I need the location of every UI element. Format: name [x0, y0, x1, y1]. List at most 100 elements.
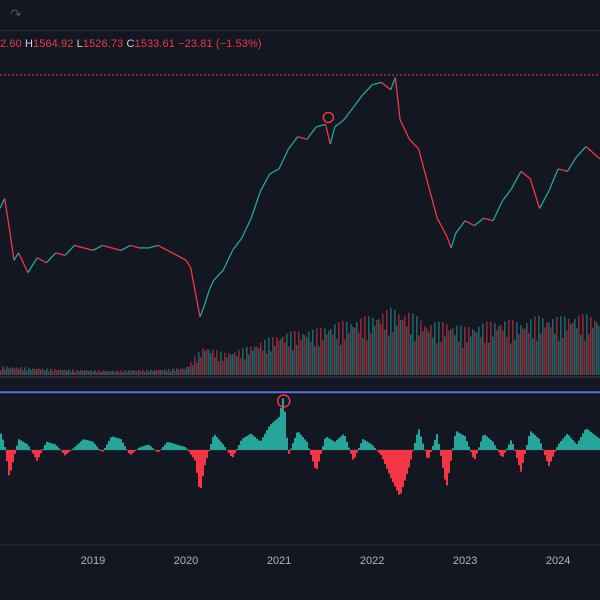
oscillator-bar	[142, 446, 144, 450]
volume-bar	[598, 325, 600, 375]
volume-bar	[134, 370, 136, 375]
volume-bar	[576, 328, 578, 375]
oscillator-bar	[598, 438, 600, 450]
oscillator-bar	[400, 450, 402, 494]
price-segment	[92, 244, 103, 251]
chart-toolbar: ↷	[0, 0, 600, 31]
volume-bar	[380, 324, 382, 375]
oscillator-bar	[168, 442, 170, 450]
oscillator-bar	[86, 439, 88, 450]
volume-bar	[348, 332, 350, 375]
price-segment	[111, 247, 122, 251]
oscillator-bar	[570, 437, 572, 450]
oscillator-bar	[270, 424, 272, 450]
volume-bar	[288, 346, 290, 375]
volume-bar	[440, 341, 442, 375]
oscillator-bar	[366, 441, 368, 450]
oscillator-bar	[1, 439, 4, 450]
oscillator-bar	[342, 434, 344, 450]
volume-bar	[450, 329, 452, 375]
volume-bar	[162, 370, 164, 375]
price-segment	[538, 190, 550, 209]
volume-bar	[590, 316, 592, 375]
price-segment	[483, 217, 494, 222]
oscillator-bar	[480, 441, 482, 450]
price-segment	[408, 138, 420, 150]
oscillator-bar	[532, 433, 534, 450]
oscillator-bar	[426, 450, 428, 458]
oscillator-bar	[58, 448, 60, 450]
price-marker	[322, 111, 335, 124]
volume-bar	[504, 321, 506, 375]
oscillator-bar	[70, 450, 72, 451]
price-segment	[130, 244, 140, 249]
oscillator-bar	[214, 434, 216, 450]
volume-bar	[310, 341, 312, 375]
volume-bar	[412, 313, 414, 375]
volume-bar	[178, 369, 180, 375]
volume-bar	[168, 368, 170, 375]
volume-bar	[424, 326, 426, 375]
volume-bar	[50, 368, 52, 375]
oscillator-bar	[592, 433, 594, 450]
volume-bar	[596, 322, 598, 375]
redo-icon[interactable]: ↷	[10, 6, 22, 22]
oscillator-bar	[336, 439, 338, 450]
volume-bar	[320, 327, 322, 375]
oscillator-bar	[12, 450, 14, 463]
oscillator-bar	[584, 429, 586, 450]
oscillator-bar	[34, 450, 36, 458]
oscillator-bar	[362, 439, 364, 450]
volume-bar	[372, 317, 374, 375]
oscillator-bar	[98, 448, 100, 450]
price-segment	[64, 244, 75, 256]
oscillator-bar	[284, 411, 286, 450]
volume-bar	[496, 330, 498, 375]
oscillator-bar	[282, 398, 284, 450]
volume-bar	[336, 339, 338, 375]
volume-bar	[124, 370, 126, 375]
volume-bar	[278, 340, 280, 375]
volume-bar	[186, 366, 188, 375]
price-segment	[4, 198, 10, 229]
volume-bar	[388, 336, 390, 375]
oscillator-bar	[230, 450, 232, 456]
oscillator-bar	[22, 441, 24, 450]
volume-bar	[108, 371, 110, 375]
oscillator-bar	[348, 447, 350, 450]
oscillator-bar	[506, 448, 508, 450]
volume-bar	[478, 326, 480, 375]
volume-bar	[588, 333, 590, 375]
volume-bar	[520, 325, 522, 375]
volume-bar	[374, 325, 376, 375]
volume-bar	[366, 340, 368, 375]
price-segment	[399, 119, 410, 140]
price-segment	[380, 81, 392, 91]
oscillator-bar	[106, 444, 108, 450]
volume-bar	[500, 324, 502, 375]
volume-bar	[192, 365, 194, 375]
oscillator-bar	[292, 443, 294, 450]
oscillator-bar	[508, 444, 510, 450]
oscillator-bar	[130, 450, 132, 455]
volume-bar	[308, 331, 310, 375]
volume-bar	[102, 370, 104, 375]
oscillator-bar	[520, 450, 522, 472]
oscillator-bar	[262, 437, 264, 450]
oscillator-bar	[548, 450, 550, 467]
oscillator-bar	[456, 431, 458, 450]
oscillator-bar	[394, 450, 396, 487]
volume-bar	[334, 324, 336, 375]
oscillator-bar	[550, 450, 552, 462]
volume-bar	[550, 327, 552, 375]
oscillator-bar	[440, 450, 442, 456]
volume-bar	[208, 349, 210, 375]
volume-bar	[158, 369, 160, 375]
volume-bar	[418, 335, 420, 375]
volume-bar	[398, 313, 400, 375]
oscillator-bar	[486, 436, 488, 450]
volume-bar	[472, 329, 474, 375]
volume-bar	[522, 328, 524, 375]
oscillator-bar	[274, 420, 276, 450]
